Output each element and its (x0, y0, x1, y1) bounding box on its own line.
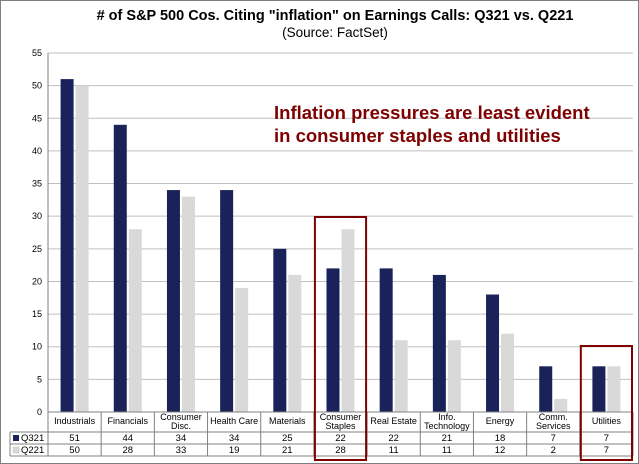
category-label: Staples (325, 421, 356, 431)
bar-q221 (447, 340, 461, 412)
q221-value: 12 (495, 445, 506, 456)
y-tick-label: 45 (32, 113, 42, 123)
bar-q321 (273, 248, 287, 412)
category-label: Services (536, 421, 571, 431)
category-label: Financials (108, 416, 149, 426)
y-tick-label: 35 (32, 179, 42, 189)
bar-q321 (592, 366, 606, 412)
category-label: Consumer (160, 412, 202, 422)
bar-q321 (379, 268, 393, 412)
category-label: Health Care (210, 416, 258, 426)
q221-value: 28 (335, 445, 346, 456)
bar-q221 (394, 340, 408, 412)
y-tick-label: 40 (32, 146, 42, 156)
category-label: Utilities (592, 416, 622, 426)
bar-q221 (288, 274, 302, 412)
category-label: Materials (269, 416, 306, 426)
data-table: Industrials5150Financials4428ConsumerDis… (9, 411, 634, 457)
category-label: Consumer (320, 412, 362, 422)
q321-value: 22 (388, 433, 399, 444)
highlight-box (313, 216, 368, 461)
bar-q221 (128, 229, 142, 412)
y-tick-label: 0 (37, 407, 42, 417)
y-tick-label: 15 (32, 309, 42, 319)
category-label: Technology (424, 421, 470, 431)
q321-value: 7 (604, 433, 609, 444)
y-tick-label: 30 (32, 211, 42, 221)
q321-value: 25 (282, 433, 293, 444)
category-label: Comm. (539, 412, 568, 422)
bar-q321 (220, 190, 234, 412)
chart-title: # of S&P 500 Cos. Citing "inflation" on … (97, 8, 574, 24)
category-label: Disc. (171, 421, 191, 431)
q221-value: 11 (389, 445, 399, 456)
q221-value: 28 (122, 445, 133, 456)
q221-value: 50 (69, 445, 80, 456)
q321-value: 34 (229, 433, 240, 444)
q321-value: 21 (442, 433, 453, 444)
bar-q221 (341, 229, 355, 412)
y-tick-label: 5 (37, 374, 42, 384)
q321-value: 51 (69, 433, 80, 444)
legend-key-q321 (13, 435, 19, 441)
bar-q321 (60, 79, 74, 412)
q321-value: 44 (122, 433, 133, 444)
q221-value: 2 (551, 445, 556, 456)
q221-value: 19 (229, 445, 240, 456)
highlight-box (579, 345, 633, 461)
bar-q221 (554, 398, 568, 412)
y-tick-label: 10 (32, 342, 42, 352)
chart-subtitle: (Source: FactSet) (282, 25, 388, 40)
bar-q321 (432, 274, 446, 412)
y-tick-label: 55 (32, 48, 42, 58)
q321-value: 7 (551, 433, 556, 444)
bar-q221 (235, 287, 249, 412)
q221-value: 21 (282, 445, 293, 456)
bar-q221 (501, 333, 515, 412)
q221-value: 33 (176, 445, 187, 456)
annotation-line-1: Inflation pressures are least evident (274, 102, 590, 123)
bar-q221 (181, 196, 195, 412)
q321-value: 34 (176, 433, 187, 444)
legend-label-q321: Q321 (21, 433, 44, 444)
y-tick-label: 25 (32, 244, 42, 254)
annotation-line-2: in consumer staples and utilities (274, 125, 561, 146)
legend-label-q221: Q221 (21, 445, 44, 456)
category-label: Real Estate (370, 416, 417, 426)
bar-q221 (607, 366, 621, 412)
y-tick-label: 20 (32, 276, 42, 286)
y-axis: 0 5 10 15 20 25 30 35 40 45 50 55 (32, 48, 49, 417)
q321-value: 18 (495, 433, 506, 444)
bar-q321 (539, 366, 553, 412)
bar-q321 (326, 268, 340, 412)
bar-q221 (75, 85, 89, 413)
bars (60, 79, 621, 413)
y-tick-label: 50 (32, 81, 42, 91)
category-label: Energy (486, 416, 515, 426)
legend-key-q221 (12, 446, 20, 454)
category-label: Industrials (54, 416, 96, 426)
q221-value: 11 (442, 445, 452, 456)
q321-value: 22 (335, 433, 346, 444)
category-label: Info. (438, 412, 456, 422)
bar-q321 (113, 124, 127, 413)
bar-q321 (486, 294, 500, 412)
highlight-boxes (313, 216, 633, 461)
bar-q321 (166, 190, 180, 412)
q221-value: 7 (604, 445, 609, 456)
